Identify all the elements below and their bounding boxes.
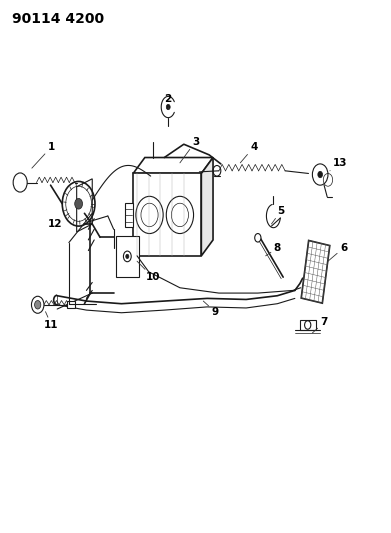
Text: 9: 9 <box>203 301 219 317</box>
Circle shape <box>31 296 44 313</box>
Bar <box>300 320 316 330</box>
Text: 10: 10 <box>137 261 160 282</box>
Bar <box>116 236 139 277</box>
Bar <box>125 203 133 227</box>
Circle shape <box>126 254 129 259</box>
Text: 4: 4 <box>240 142 258 163</box>
Polygon shape <box>77 179 92 232</box>
Text: 6: 6 <box>328 243 347 261</box>
Text: 5: 5 <box>271 206 285 224</box>
Text: 13: 13 <box>330 158 347 171</box>
Text: 12: 12 <box>48 213 69 229</box>
Text: 3: 3 <box>180 136 199 163</box>
Text: 1: 1 <box>32 142 55 168</box>
Text: 90114 4200: 90114 4200 <box>13 12 104 27</box>
Text: 8: 8 <box>265 243 281 256</box>
Bar <box>67 301 75 309</box>
Polygon shape <box>301 240 330 303</box>
Bar <box>133 173 201 256</box>
Circle shape <box>318 171 323 177</box>
Circle shape <box>13 173 27 192</box>
Circle shape <box>166 104 170 110</box>
Text: 11: 11 <box>44 312 59 330</box>
Text: 7: 7 <box>312 317 328 333</box>
Circle shape <box>34 301 41 309</box>
Polygon shape <box>201 158 213 256</box>
Text: 2: 2 <box>165 94 172 110</box>
Circle shape <box>255 233 261 242</box>
Polygon shape <box>133 158 213 173</box>
Circle shape <box>75 198 83 209</box>
